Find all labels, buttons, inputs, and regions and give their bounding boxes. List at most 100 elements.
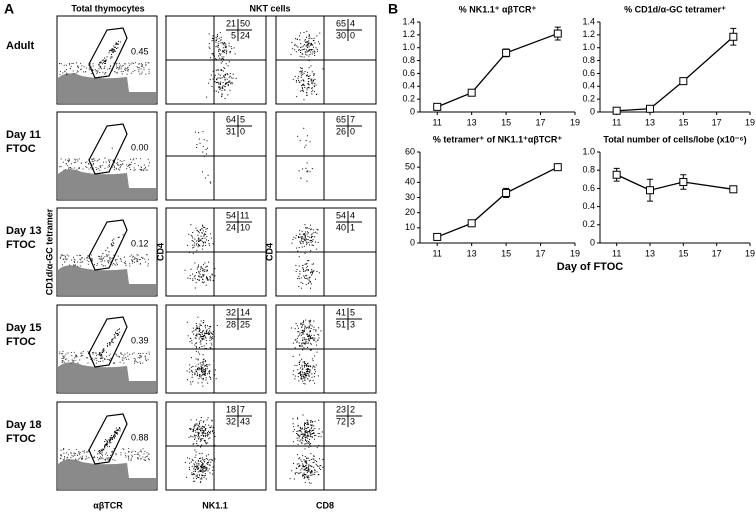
event-dot	[217, 34, 218, 35]
event-dot	[192, 274, 193, 275]
event-dot	[319, 433, 320, 434]
event-dot	[209, 373, 210, 374]
event-dot	[121, 161, 122, 162]
x-tick-label: 13	[645, 117, 655, 127]
event-dot	[92, 159, 93, 160]
event-dot	[191, 343, 192, 344]
event-dot	[308, 475, 309, 476]
event-dot	[102, 259, 103, 260]
x-tick-label: 19	[745, 248, 755, 258]
event-dot	[304, 85, 305, 86]
event-dot	[312, 83, 313, 84]
event-dot	[306, 432, 307, 433]
event-dot	[206, 149, 207, 150]
event-dot	[87, 257, 88, 258]
event-dot	[313, 329, 314, 330]
event-dot	[301, 73, 302, 74]
event-dot	[309, 43, 310, 44]
event-dot	[299, 273, 300, 274]
event-dot	[311, 431, 312, 432]
event-dot	[219, 86, 220, 87]
event-dot	[202, 338, 203, 339]
event-dot	[129, 65, 130, 66]
event-dot	[74, 73, 75, 74]
event-dot	[302, 372, 303, 373]
event-dot	[300, 427, 301, 428]
event-dot	[203, 369, 204, 370]
event-dot	[196, 371, 197, 372]
event-dot	[118, 165, 119, 166]
event-dot	[318, 337, 319, 338]
event-dot	[307, 234, 308, 235]
event-dot	[192, 466, 193, 467]
event-dot	[111, 258, 112, 259]
event-dot	[115, 436, 116, 437]
event-dot	[71, 66, 72, 67]
event-dot	[148, 458, 149, 459]
event-dot	[105, 439, 106, 440]
event-dot	[198, 425, 199, 426]
event-dot	[115, 260, 116, 261]
event-dot	[62, 255, 63, 256]
event-dot	[206, 479, 207, 480]
event-dot	[209, 364, 210, 365]
event-dot	[201, 364, 202, 365]
event-dot	[305, 375, 306, 376]
event-dot	[205, 436, 206, 437]
event-dot	[204, 227, 205, 228]
event-dot	[82, 458, 83, 459]
event-dot	[128, 71, 129, 72]
event-dot	[199, 338, 200, 339]
event-dot	[304, 380, 305, 381]
event-dot	[308, 283, 309, 284]
event-dot	[120, 454, 121, 455]
event-dot	[65, 257, 66, 258]
event-dot	[203, 282, 204, 283]
event-dot	[315, 460, 316, 461]
event-dot	[190, 429, 191, 430]
event-dot	[234, 47, 235, 48]
event-dot	[213, 82, 214, 83]
event-dot	[311, 271, 312, 272]
event-dot	[203, 433, 204, 434]
event-dot	[301, 332, 302, 333]
event-dot	[300, 242, 301, 243]
event-dot	[200, 363, 201, 364]
event-dot	[312, 245, 313, 246]
event-dot	[64, 261, 65, 262]
event-dot	[292, 418, 293, 419]
event-dot	[221, 58, 222, 59]
event-dot	[116, 65, 117, 66]
event-dot	[224, 68, 225, 69]
event-dot	[304, 337, 305, 338]
event-dot	[79, 458, 80, 459]
event-dot	[222, 58, 223, 59]
quadrant-percent: 32	[226, 307, 236, 317]
event-dot	[310, 225, 311, 226]
event-dot	[74, 455, 75, 456]
event-dot	[131, 162, 132, 163]
event-dot	[100, 456, 101, 457]
event-dot	[129, 354, 130, 355]
event-dot	[200, 439, 201, 440]
event-dot	[104, 68, 105, 69]
event-dot	[73, 257, 74, 258]
event-dot	[302, 68, 303, 69]
event-dot	[199, 368, 200, 369]
event-dot	[299, 278, 300, 279]
event-dot	[196, 346, 197, 347]
event-dot	[138, 452, 139, 453]
event-dot	[100, 166, 101, 167]
event-dot	[118, 169, 119, 170]
event-dot	[307, 472, 308, 473]
event-dot	[107, 345, 108, 346]
event-dot	[71, 352, 72, 353]
event-dot	[109, 360, 110, 361]
event-dot	[312, 44, 313, 45]
event-dot	[298, 473, 299, 474]
event-dot	[306, 458, 307, 459]
event-dot	[190, 428, 191, 429]
event-dot	[313, 365, 314, 366]
event-dot	[305, 432, 306, 433]
event-dot	[300, 333, 301, 334]
